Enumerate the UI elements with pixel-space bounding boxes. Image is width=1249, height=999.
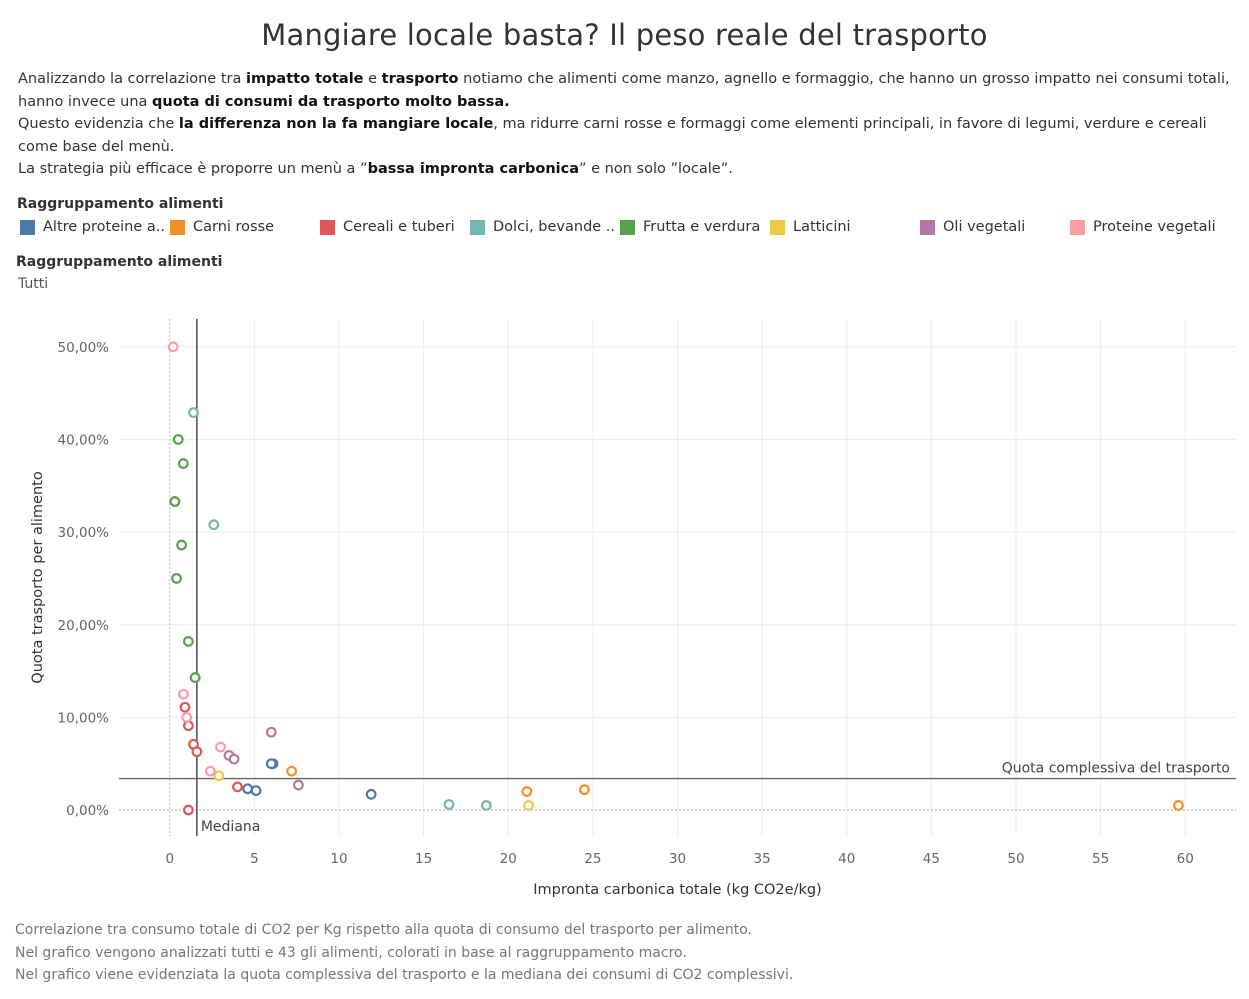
legend-swatch xyxy=(20,219,35,235)
y-tick-label: 10,00% xyxy=(58,710,110,726)
description-paragraph-1: Analizzando la correlazione tra impatto … xyxy=(18,71,1230,110)
data-point xyxy=(579,784,590,796)
x-tick-label: 50 xyxy=(1007,851,1024,867)
data-point xyxy=(208,519,220,531)
footnote-3: Nel grafico viene evidenziata la quota c… xyxy=(15,967,794,983)
filter-value[interactable]: Tutti xyxy=(18,276,49,292)
legend-item-oli-vegetali[interactable]: Oli vegetali xyxy=(920,217,1025,237)
data-point xyxy=(171,573,182,584)
data-point xyxy=(204,765,216,777)
x-tick-label: 35 xyxy=(754,851,771,867)
legend-label: Latticini xyxy=(793,219,851,235)
legend-label: Altre proteine a.. xyxy=(43,219,165,235)
data-point xyxy=(213,770,225,782)
x-tick-label: 30 xyxy=(669,851,686,867)
legend-item-latticini[interactable]: Latticini xyxy=(770,217,851,237)
legend-item-proteine-vegetali[interactable]: Proteine vegetali xyxy=(1070,217,1216,237)
x-tick-label: 5 xyxy=(250,851,259,867)
data-point xyxy=(1173,800,1184,811)
y-tick-label: 40,00% xyxy=(58,432,110,448)
data-point xyxy=(177,688,189,700)
transport-share-label: Quota complessiva del trasporto xyxy=(1002,761,1230,777)
y-tick-label: 30,00% xyxy=(58,525,110,541)
legend-item-altre-proteine[interactable]: Altre proteine a.. xyxy=(20,217,165,237)
data-point xyxy=(286,765,298,777)
legend-swatch xyxy=(920,219,935,235)
x-tick-label: 10 xyxy=(330,851,347,867)
legend-label: Frutta e verdura xyxy=(643,219,761,235)
data-point xyxy=(182,804,194,816)
legend-title: Raggruppamento alimenti xyxy=(17,196,224,212)
description-paragraph-2: Questo evidenzia che la differenza non l… xyxy=(18,116,1207,155)
legend-swatch xyxy=(170,219,185,235)
legend-item-frutta-verdura[interactable]: Frutta e verdura xyxy=(620,217,760,237)
data-point xyxy=(182,636,194,647)
x-tick-label: 60 xyxy=(1177,851,1194,867)
data-point xyxy=(242,783,254,795)
data-point xyxy=(172,434,184,445)
scatter-chart: 0 5 10 15 20 25 30 35 40 45 50 55 60 0,00% 10,00% 20,00… xyxy=(30,319,1236,898)
data-point xyxy=(215,741,226,753)
legend-label: Cereali e tuberi xyxy=(343,219,455,235)
y-tick-label: 0,00% xyxy=(66,803,109,819)
footnote-1: Correlazione tra consumo totale di CO2 p… xyxy=(15,922,752,938)
data-point xyxy=(365,788,377,800)
data-point xyxy=(265,726,277,738)
data-point xyxy=(167,341,179,353)
legend-label: Proteine vegetali xyxy=(1093,219,1216,235)
y-tick-label: 50,00% xyxy=(58,340,110,356)
data-point xyxy=(177,458,189,469)
data-point xyxy=(443,799,455,810)
legend-swatch xyxy=(770,219,785,235)
legend-item-dolci[interactable]: Dolci, bevande .. xyxy=(470,217,615,237)
data-point xyxy=(292,779,304,791)
data-point xyxy=(232,781,243,793)
filter-title: Raggruppamento alimenti xyxy=(16,254,223,270)
legend-swatch xyxy=(620,219,635,235)
data-point xyxy=(265,758,277,770)
legend-item-cereali[interactable]: Cereali e tuberi xyxy=(320,217,455,237)
legend-item-carni-rosse[interactable]: Carni rosse xyxy=(170,217,274,237)
footnote-2: Nel grafico vengono analizzati tutti e 4… xyxy=(15,944,687,961)
data-point xyxy=(523,800,534,811)
data-point xyxy=(189,672,201,683)
data-point xyxy=(176,539,188,551)
x-tick-label: 25 xyxy=(584,851,601,867)
description-paragraph-3: La strategia più efficace è proporre un … xyxy=(18,161,733,177)
x-tick-label: 40 xyxy=(838,851,855,867)
x-tick-label: 0 xyxy=(165,851,174,867)
y-axis-title: Quota trasporto per alimento xyxy=(30,471,46,684)
data-point xyxy=(228,753,240,765)
x-tick-label: 15 xyxy=(415,851,432,867)
data-point xyxy=(169,496,181,507)
footnotes: Correlazione tra consumo totale di CO2 p… xyxy=(15,919,793,987)
data-point xyxy=(181,712,193,723)
x-tick-label: 55 xyxy=(1092,851,1109,867)
legend-label: Oli vegetali xyxy=(943,219,1026,235)
data-point xyxy=(480,800,492,811)
data-point xyxy=(250,785,262,797)
legend-label: Dolci, bevande .. xyxy=(493,219,616,235)
x-tick-label: 45 xyxy=(923,851,940,867)
x-tick-label: 20 xyxy=(500,851,517,867)
legend-label: Carni rosse xyxy=(193,219,275,235)
data-point xyxy=(182,720,194,732)
legend-swatch xyxy=(1070,219,1085,235)
legend-swatch xyxy=(320,219,335,235)
x-axis-title: Impronta carbonica totale (kg CO2e/kg) xyxy=(533,882,821,898)
data-point xyxy=(188,407,199,418)
description: Analizzando la correlazione tra impatto … xyxy=(18,68,1233,181)
data-point xyxy=(191,746,203,758)
legend-swatch xyxy=(470,219,485,235)
y-tick-label: 20,00% xyxy=(58,618,110,634)
data-point xyxy=(179,701,191,713)
page-title: Mangiare locale basta? Il peso reale del… xyxy=(261,18,988,52)
data-point xyxy=(521,786,533,797)
median-label: Mediana xyxy=(201,819,260,835)
